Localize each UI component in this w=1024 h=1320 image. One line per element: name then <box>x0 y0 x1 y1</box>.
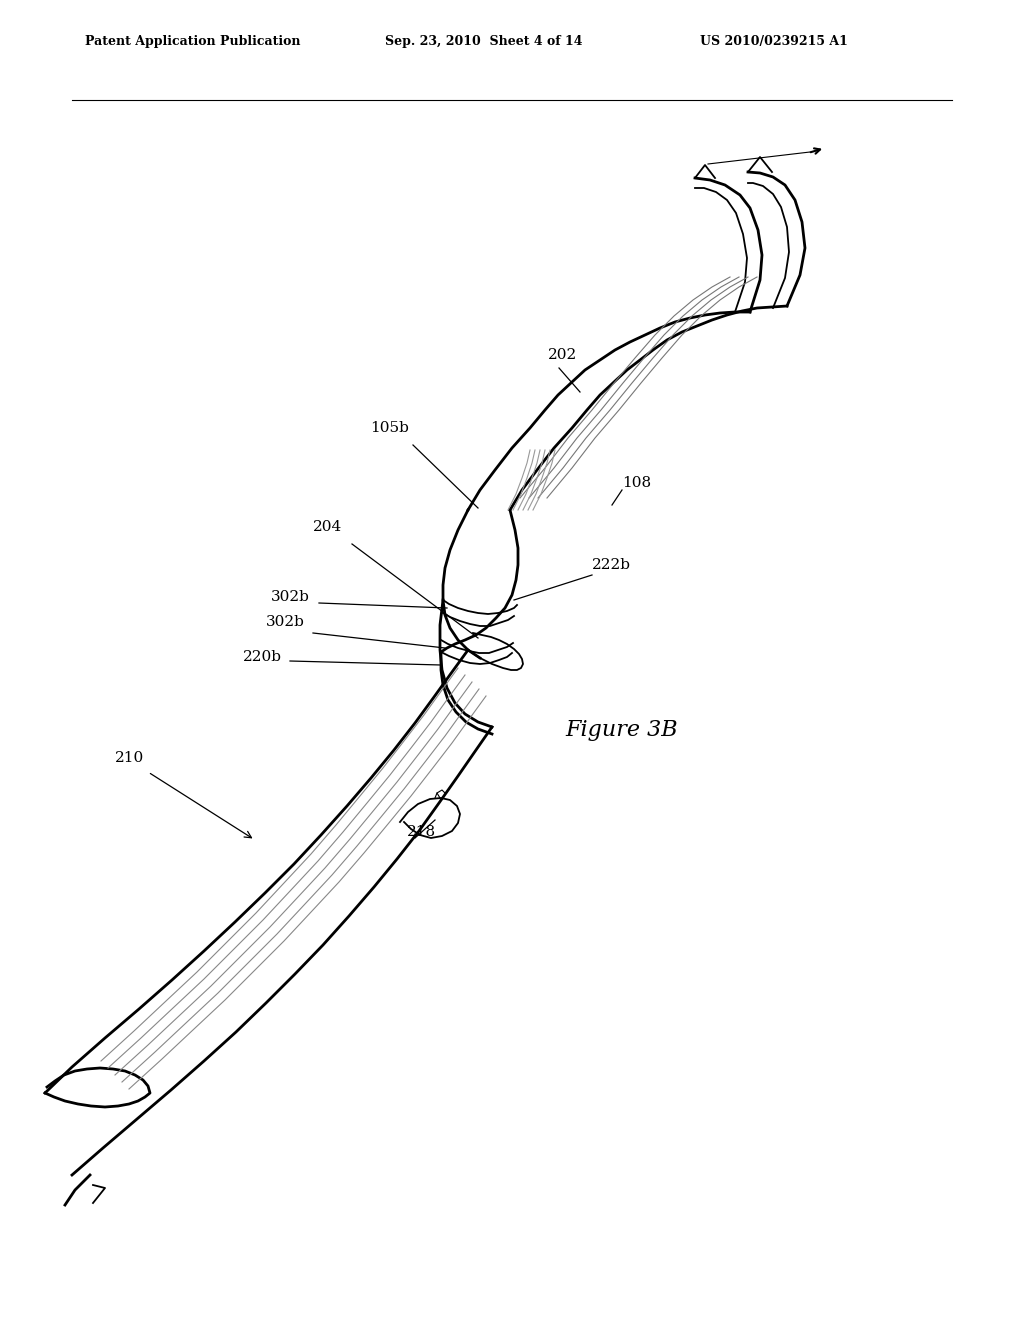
Text: 220b: 220b <box>243 649 282 664</box>
Text: 204: 204 <box>313 520 342 535</box>
Text: Figure 3B: Figure 3B <box>565 719 678 741</box>
Text: 108: 108 <box>622 477 651 490</box>
Text: 218: 218 <box>407 825 436 840</box>
Text: 302b: 302b <box>271 590 310 605</box>
Text: 302b: 302b <box>266 615 305 630</box>
Text: Sep. 23, 2010  Sheet 4 of 14: Sep. 23, 2010 Sheet 4 of 14 <box>385 36 583 48</box>
Text: Patent Application Publication: Patent Application Publication <box>85 36 300 48</box>
Text: US 2010/0239215 A1: US 2010/0239215 A1 <box>700 36 848 48</box>
Text: 222b: 222b <box>592 558 631 572</box>
Text: 210: 210 <box>115 751 144 766</box>
Text: 105b: 105b <box>370 421 409 436</box>
Text: 202: 202 <box>548 348 578 362</box>
